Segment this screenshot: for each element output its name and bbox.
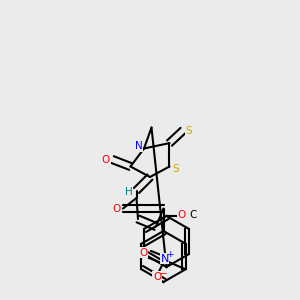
Text: O: O [177,209,186,220]
Text: −: − [159,269,167,279]
Text: O: O [140,248,148,258]
Text: O: O [102,154,110,165]
Text: C: C [189,209,196,220]
Text: N: N [135,141,142,151]
Text: +: + [166,250,173,259]
Text: S: S [172,164,179,175]
Text: H: H [125,187,133,197]
Text: S: S [186,125,192,136]
Text: N: N [160,254,169,264]
Text: O: O [112,203,121,214]
Text: O: O [153,272,161,282]
